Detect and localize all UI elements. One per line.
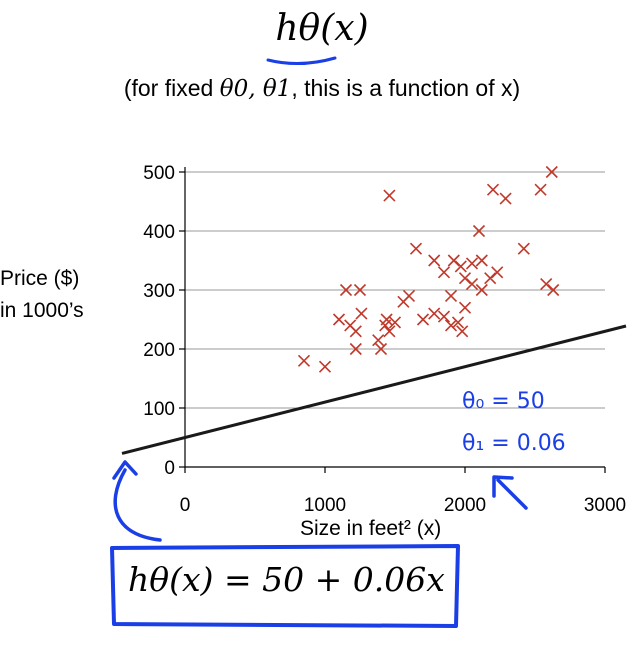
data-point xyxy=(388,316,402,329)
data-point xyxy=(402,289,416,302)
data-point xyxy=(451,316,465,329)
data-point xyxy=(383,189,396,202)
data-point xyxy=(355,307,368,320)
data-points xyxy=(297,165,560,373)
data-point xyxy=(486,183,500,196)
subtitle-suffix: , this is a function of x) xyxy=(291,75,521,101)
data-point xyxy=(465,257,479,270)
arrow-to-slope-head xyxy=(492,475,514,498)
grid xyxy=(185,171,605,409)
data-point xyxy=(339,283,353,297)
y-tick-label: 500 xyxy=(143,163,175,184)
axes xyxy=(179,167,606,473)
x-tick-label: 1000 xyxy=(304,495,346,516)
y-tick-label: 400 xyxy=(143,222,175,243)
data-point xyxy=(380,313,393,326)
title-underline-stroke xyxy=(266,56,337,66)
y-tick-label: 0 xyxy=(164,458,175,479)
data-point xyxy=(416,313,430,326)
data-point xyxy=(456,325,469,338)
data-point xyxy=(472,224,486,238)
arrow-to-intercept-head xyxy=(112,460,138,480)
data-point xyxy=(428,307,441,320)
data-point xyxy=(475,254,488,267)
y-axis-label: Price ($) in 1000’s xyxy=(0,263,120,327)
data-point xyxy=(444,289,458,302)
hypothesis-line xyxy=(121,324,627,455)
data-point xyxy=(534,183,547,196)
data-point xyxy=(437,266,451,279)
data-point xyxy=(332,313,346,326)
theta1-annotation: θ₁ = 0.06 xyxy=(462,431,566,456)
data-point xyxy=(353,283,367,297)
y-axis-label-line1: Price ($) xyxy=(0,267,80,290)
data-point xyxy=(383,325,396,338)
equation-box xyxy=(110,544,460,628)
data-point xyxy=(318,360,332,373)
y-tick-label: 200 xyxy=(143,340,175,361)
data-point xyxy=(491,266,504,279)
data-point xyxy=(465,278,479,291)
data-point xyxy=(517,242,530,255)
data-point xyxy=(372,334,385,347)
data-point xyxy=(409,242,423,255)
y-tick-label: 100 xyxy=(143,399,175,420)
x-tick-label: 2000 xyxy=(444,495,486,516)
x-tick-label: 3000 xyxy=(584,495,626,516)
data-point xyxy=(428,254,441,267)
data-point xyxy=(458,301,472,314)
x-axis-label: Size in feet² (x) xyxy=(300,517,442,540)
theta0-annotation: θ₀ = 50 xyxy=(462,389,545,414)
y-axis-label-line2: in 1000’s xyxy=(0,299,84,322)
data-point xyxy=(444,319,458,332)
data-point xyxy=(349,342,362,356)
data-point xyxy=(547,283,560,297)
data-point xyxy=(475,283,488,297)
data-point xyxy=(454,260,467,273)
y-tick-label: 300 xyxy=(143,281,175,302)
subtitle-prefix: (for fixed xyxy=(123,75,220,101)
arrow-to-intercept xyxy=(113,468,162,542)
subtitle-math: θ0, θ1 xyxy=(219,76,292,102)
data-point xyxy=(545,165,558,179)
hypothesis-equation: hθ(x) = 50 + 0.06x xyxy=(128,560,445,599)
data-point xyxy=(499,192,512,205)
arrow-to-slope xyxy=(496,478,528,510)
data-point xyxy=(374,342,388,356)
data-point xyxy=(297,354,311,367)
data-point xyxy=(349,325,362,338)
hypothesis-title: hθ(x) xyxy=(275,8,369,49)
tick-labels: 0 100 200 300 400 500 0 1000 2000 3000 xyxy=(143,163,626,516)
data-point xyxy=(437,310,451,323)
x-tick-label: 0 xyxy=(180,495,191,516)
subtitle: (for fixed θ0, θ1, this is a function of… xyxy=(0,75,644,102)
